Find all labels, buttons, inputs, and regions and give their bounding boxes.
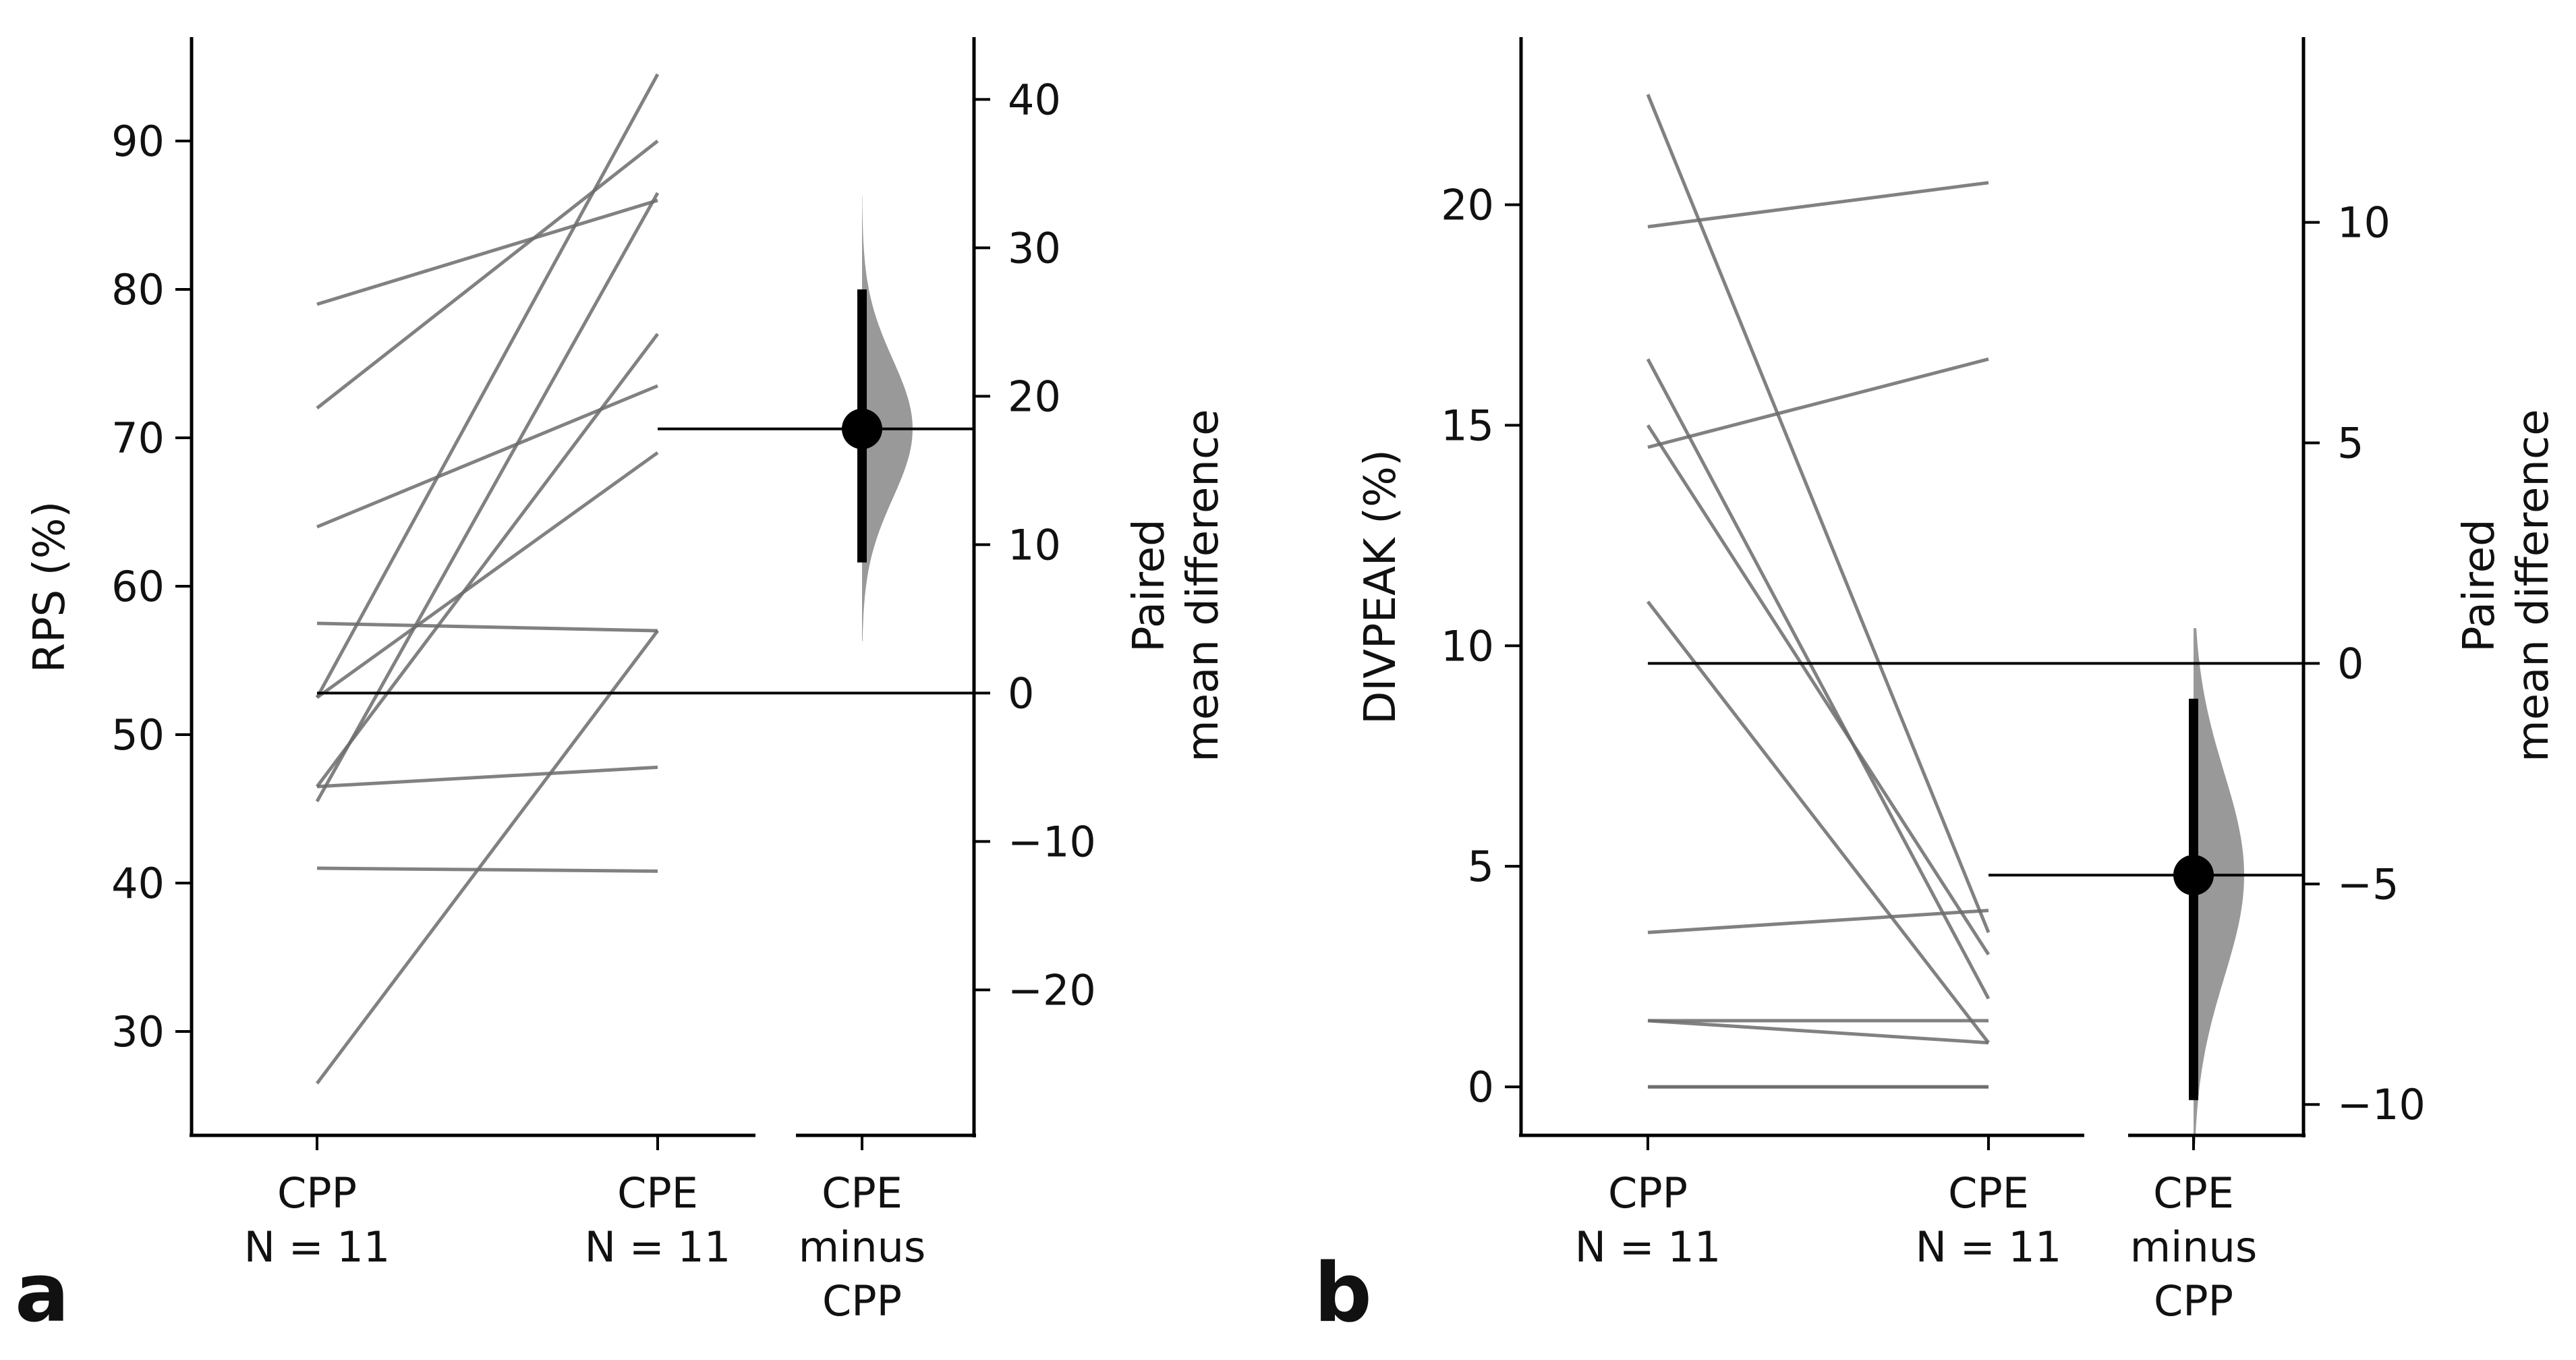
diff-tick-label: 5 [2337, 419, 2364, 468]
paired-line-5 [1647, 357, 1989, 449]
paired-line-7 [1647, 909, 1989, 934]
diff-tick-label: 40 [1008, 75, 1061, 124]
paired-line-3 [316, 765, 658, 789]
diff-tick-label: −10 [1008, 817, 1096, 866]
diff-tick-label: 0 [1008, 669, 1034, 718]
panel-a-diff-ticks: −20 −10 0 10 20 30 40 [974, 75, 1096, 1015]
panel-b-y-ticks: 0 5 10 15 20 [1441, 180, 1521, 1112]
paired-line-6 [1647, 600, 1990, 1044]
panel-b-y-axis-title: DIVPEAK (%) [1356, 449, 1406, 725]
panel-a-diff-axis-title-line1: Paired [1124, 519, 1174, 652]
y-tick-label: 15 [1441, 401, 1494, 450]
y-tick-label: 5 [1468, 842, 1494, 891]
y-tick-label: 50 [111, 710, 165, 760]
panel-a-delta-label-line1: CPE [822, 1168, 903, 1218]
panel-b-delta-label-line3: CPP [2154, 1276, 2233, 1326]
paired-line-1 [1646, 94, 1991, 934]
panel-a-bootstrap-density [862, 196, 913, 642]
diff-tick-label: −5 [2337, 859, 2399, 909]
y-tick-label: 10 [1441, 621, 1494, 671]
diff-tick-label: 10 [2337, 198, 2391, 248]
panel-a-paired-lines [315, 73, 660, 1085]
diff-tick-label: 0 [2337, 639, 2364, 688]
diff-tick-label: −10 [2337, 1080, 2426, 1129]
panel-a-y-ticks: 30 40 50 60 70 80 90 [111, 117, 192, 1056]
y-tick-label: 80 [111, 265, 165, 314]
panel-a-letter: a [15, 1247, 69, 1340]
y-tick-label: 70 [111, 414, 165, 463]
paired-line-6 [315, 192, 660, 803]
panel-b-diff-ticks: −10 −5 0 5 10 [2303, 198, 2426, 1129]
paired-line-4 [1646, 424, 1991, 956]
y-tick-label: 0 [1468, 1062, 1494, 1112]
panel-b-group-label-cpe: CPE [1948, 1168, 2029, 1218]
panel-a-mean-difference-dot [842, 408, 882, 449]
panel-b-group-label-cpp: CPP [1608, 1168, 1688, 1218]
paired-line-7 [316, 333, 659, 788]
diff-tick-label: 20 [1008, 372, 1061, 421]
paired-line-3 [1646, 358, 1991, 1000]
diff-tick-label: 30 [1008, 223, 1061, 273]
panel-b-group-n-cpp: N = 11 [1575, 1222, 1721, 1272]
diff-tick-label: −20 [1008, 965, 1096, 1015]
panel-a-delta-label-line2: minus [799, 1222, 926, 1272]
panel-a-delta-label-line3: CPP [822, 1276, 902, 1326]
paired-line-4 [316, 621, 658, 633]
paired-line-5 [315, 73, 660, 699]
y-tick-label: 30 [111, 1007, 165, 1056]
y-tick-label: 90 [111, 117, 165, 166]
y-tick-label: 60 [111, 562, 165, 611]
panel-b-mean-difference-dot [2173, 855, 2214, 896]
panel-a-group-n-cpe: N = 11 [585, 1222, 731, 1272]
y-tick-label: 20 [1441, 180, 1494, 229]
panel-b-delta-label-line1: CPE [2153, 1168, 2234, 1218]
panel-a-y-axis-title: RPS (%) [25, 501, 75, 673]
panel-b-paired-lines [1646, 94, 1991, 1089]
diff-tick-label: 10 [1008, 520, 1061, 569]
paired-line-2 [1647, 181, 1989, 229]
panel-b-group-n-cpe: N = 11 [1916, 1222, 2062, 1272]
panel-b: 0 5 10 15 20 −10 −5 0 5 10 CPP N = 11 CPE N = 11… [1314, 37, 2558, 1340]
panel-a-bootstrap-distribution [862, 196, 913, 642]
paired-line-8 [1647, 1019, 1989, 1045]
panel-b-diff-axis-title-line2: mean difference [2509, 409, 2558, 762]
paired-line-10 [316, 140, 659, 409]
panel-b-bootstrap-density [2194, 628, 2244, 1145]
panel-a-group-label-cpp: CPP [277, 1168, 357, 1218]
y-tick-label: 40 [111, 859, 165, 908]
paired-line-1 [316, 629, 659, 1085]
panel-b-bootstrap-distribution [2194, 628, 2244, 1145]
panel-b-delta-label-line2: minus [2130, 1222, 2258, 1272]
paired-line-11 [316, 198, 658, 306]
panel-a-group-label-cpe: CPE [617, 1168, 698, 1218]
paired-line-2 [316, 866, 658, 873]
panel-a: 30 40 50 60 70 80 90 −20 −10 0 10 20 30 40 CPP N = 1… [15, 37, 1228, 1340]
paired-line-9 [316, 384, 658, 529]
panel-b-diff-axis-title-line1: Paired [2455, 519, 2505, 652]
paired-line-8 [316, 451, 659, 700]
panel-a-group-n-cpp: N = 11 [244, 1222, 391, 1272]
panel-b-letter: b [1314, 1247, 1372, 1340]
panel-a-diff-axis-title-line2: mean difference [1178, 409, 1228, 762]
